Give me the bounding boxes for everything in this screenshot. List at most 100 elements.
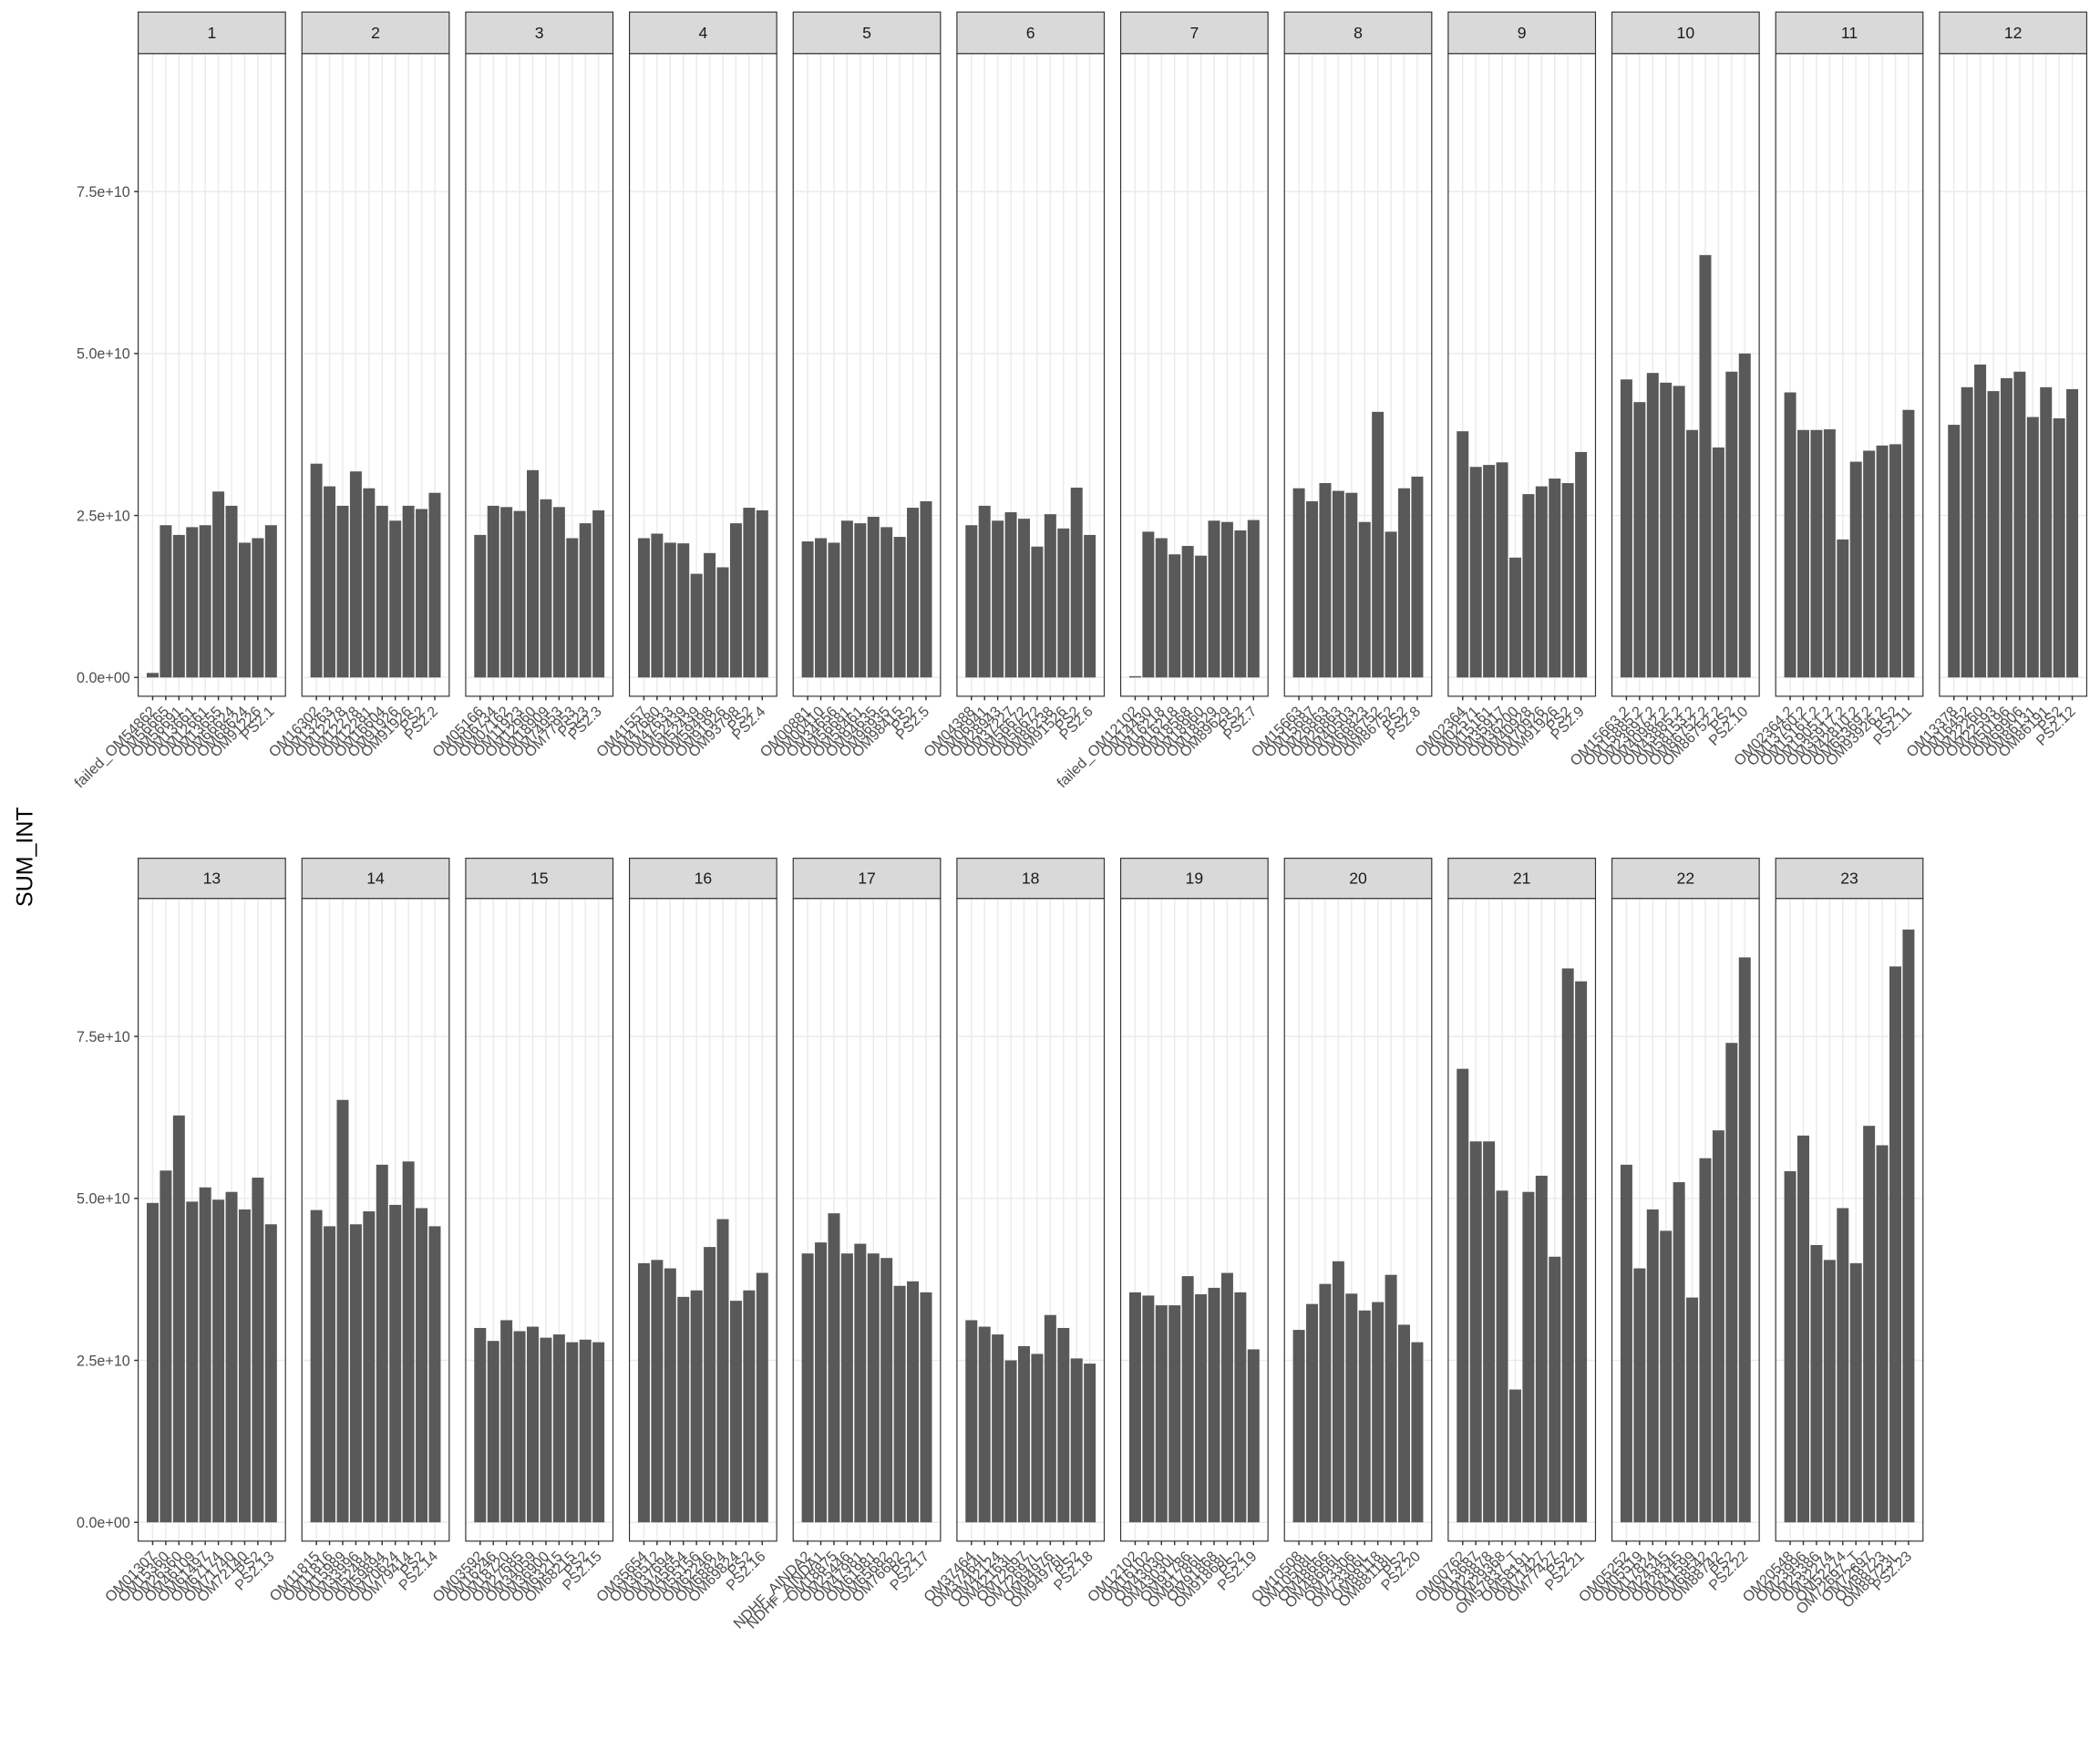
bar — [349, 1224, 362, 1523]
bar — [801, 541, 814, 678]
bar — [1469, 1141, 1482, 1523]
bar — [376, 505, 388, 678]
bar — [402, 505, 415, 678]
strip — [628, 858, 777, 900]
bar — [677, 543, 690, 678]
bar — [252, 538, 264, 678]
bar — [1633, 402, 1646, 678]
bar — [815, 538, 828, 678]
bar — [1084, 1364, 1096, 1523]
strip — [465, 11, 614, 55]
bar — [252, 1178, 264, 1523]
bar — [1031, 1354, 1044, 1523]
bar — [212, 491, 225, 678]
bar — [920, 500, 932, 678]
bar — [1398, 1324, 1411, 1523]
strip — [792, 11, 942, 55]
strip-label: 14 — [366, 870, 385, 888]
bar — [1208, 1287, 1220, 1523]
bar — [1876, 445, 1889, 678]
bar — [1398, 488, 1411, 678]
bar — [743, 508, 756, 678]
bar — [743, 1290, 756, 1523]
bar — [376, 1164, 388, 1523]
bar — [1889, 966, 1901, 1523]
strip — [1283, 11, 1433, 55]
bar — [579, 523, 592, 678]
bar — [2053, 417, 2065, 678]
bar — [349, 471, 362, 678]
bar — [893, 1285, 906, 1523]
strip — [956, 11, 1106, 55]
bar — [1306, 500, 1319, 678]
bar — [527, 1326, 539, 1523]
bar — [1863, 1126, 1876, 1523]
bar — [907, 508, 920, 678]
bar — [1549, 479, 1561, 678]
strip-label: 10 — [1677, 24, 1695, 42]
bar — [513, 510, 526, 678]
bar — [1902, 409, 1915, 678]
bar — [1837, 1208, 1849, 1523]
bar — [1686, 429, 1699, 678]
bar — [2013, 371, 2026, 678]
strip-label: 22 — [1677, 870, 1695, 888]
strip-label: 23 — [1840, 870, 1858, 888]
bar — [854, 523, 867, 678]
bar — [592, 510, 605, 678]
bar — [1823, 429, 1836, 678]
bar — [513, 1331, 526, 1523]
bar — [1849, 461, 1862, 678]
strip — [1939, 11, 2088, 55]
bar — [651, 1260, 664, 1523]
bar — [1142, 531, 1155, 678]
bar — [336, 1099, 349, 1523]
bar — [1483, 1141, 1496, 1523]
strip — [1775, 11, 1924, 55]
strip — [1283, 858, 1433, 900]
bar — [1195, 1294, 1208, 1523]
strip-label: 4 — [698, 24, 707, 42]
bar — [978, 1326, 991, 1523]
bar — [2026, 417, 2039, 678]
bar — [1385, 1274, 1397, 1523]
bar — [978, 505, 991, 678]
bar — [729, 523, 742, 678]
bar — [854, 1243, 867, 1523]
bar — [416, 509, 428, 678]
bar — [1522, 494, 1535, 678]
bar — [336, 505, 349, 678]
bar — [637, 538, 650, 678]
bar — [428, 492, 441, 678]
strip — [1447, 858, 1597, 900]
bar — [264, 1224, 277, 1523]
bar — [716, 567, 729, 678]
bar — [1319, 1283, 1332, 1523]
bar — [500, 507, 513, 678]
bar — [1712, 447, 1724, 678]
bar — [238, 542, 251, 678]
bar — [552, 507, 565, 678]
bar — [1646, 373, 1659, 678]
bar — [487, 505, 499, 678]
bar — [828, 1213, 840, 1523]
bar — [716, 1219, 729, 1523]
bar — [1849, 1262, 1862, 1523]
bar — [867, 1253, 880, 1523]
bar — [690, 573, 703, 678]
bar — [1823, 1260, 1836, 1523]
strip — [1447, 11, 1597, 55]
bar — [186, 1201, 199, 1523]
bar — [324, 486, 336, 678]
bar — [1902, 929, 1915, 1523]
bar — [1712, 1130, 1724, 1523]
strip-label: 7 — [1189, 24, 1199, 42]
bar — [1319, 483, 1332, 678]
bar — [1345, 492, 1358, 678]
bar — [487, 1341, 499, 1523]
strip-label: 2 — [371, 24, 380, 42]
bar — [677, 1296, 690, 1523]
bar — [1738, 957, 1751, 1523]
bar — [1017, 1345, 1030, 1523]
y-tick-label: 2.5e+10 — [77, 508, 130, 524]
